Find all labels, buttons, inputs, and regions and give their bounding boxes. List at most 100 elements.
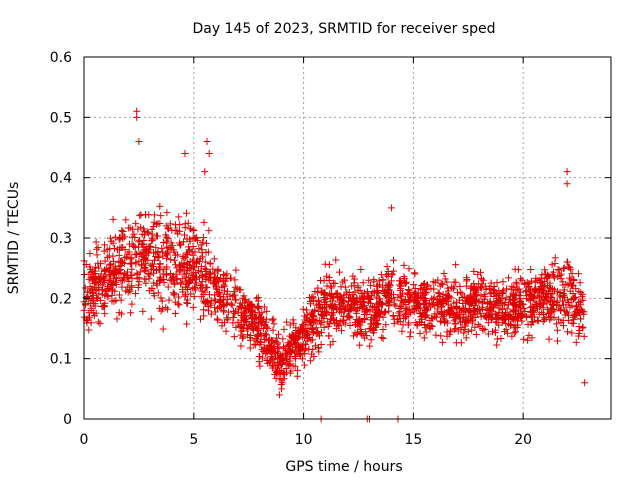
- data-point: [81, 284, 89, 292]
- data-point: [501, 315, 509, 323]
- data-point: [554, 265, 562, 273]
- data-point: [379, 325, 387, 333]
- data-point: [534, 316, 542, 324]
- data-point: [330, 315, 338, 323]
- axis-ticks: [83, 56, 611, 420]
- data-point: [187, 225, 195, 233]
- data-point: [329, 309, 337, 317]
- data-point: [422, 328, 430, 336]
- data-point: [91, 284, 99, 292]
- data-point: [126, 287, 134, 295]
- data-point: [470, 307, 478, 315]
- data-point: [418, 315, 426, 323]
- data-point: [359, 279, 367, 287]
- data-point: [154, 220, 162, 228]
- data-point: [274, 370, 282, 378]
- data-point: [429, 278, 437, 286]
- data-point: [526, 286, 534, 294]
- data-point: [377, 271, 385, 279]
- data-point: [397, 279, 405, 287]
- data-point: [133, 107, 141, 115]
- data-point: [247, 332, 255, 340]
- data-point: [551, 254, 559, 262]
- data-point: [432, 313, 440, 321]
- data-point: [292, 353, 300, 361]
- data-point: [189, 303, 197, 311]
- data-point: [181, 292, 189, 300]
- data-point: [332, 256, 340, 264]
- data-point: [351, 275, 359, 283]
- data-point: [156, 266, 164, 274]
- data-point: [214, 316, 222, 324]
- data-point: [428, 323, 436, 331]
- data-point: [180, 254, 188, 262]
- data-point: [260, 336, 268, 344]
- data-point: [437, 280, 445, 288]
- data-point: [458, 306, 466, 314]
- data-point: [503, 305, 511, 313]
- data-point: [204, 298, 212, 306]
- data-point: [296, 346, 304, 354]
- data-point: [540, 314, 548, 322]
- data-point: [182, 249, 190, 257]
- data-point: [149, 236, 157, 244]
- data-point: [570, 275, 578, 283]
- data-point: [163, 254, 171, 262]
- data-point: [280, 369, 288, 377]
- data-point: [560, 265, 568, 273]
- data-point: [127, 309, 135, 317]
- data-point: [477, 268, 485, 276]
- data-point: [443, 278, 451, 286]
- data-point: [181, 223, 189, 231]
- data-point: [255, 302, 263, 310]
- data-point: [333, 289, 341, 297]
- data-point: [479, 298, 487, 306]
- data-point: [516, 288, 524, 296]
- data-point: [411, 270, 419, 278]
- data-point: [541, 278, 549, 286]
- data-point: [315, 348, 323, 356]
- data-point: [352, 320, 360, 328]
- data-point: [561, 307, 569, 315]
- data-point: [517, 275, 525, 283]
- data-point: [410, 308, 418, 316]
- data-point: [556, 291, 564, 299]
- data-point: [464, 328, 472, 336]
- data-point: [133, 250, 141, 258]
- data-point: [548, 301, 556, 309]
- data-point: [511, 265, 519, 273]
- data-point: [325, 261, 333, 269]
- data-point: [377, 301, 385, 309]
- data-point: [110, 245, 118, 253]
- data-point: [501, 328, 509, 336]
- data-point: [236, 299, 244, 307]
- data-point: [494, 302, 502, 310]
- data-point: [405, 319, 413, 327]
- data-point: [183, 296, 191, 304]
- data-point: [579, 323, 587, 331]
- data-point: [280, 325, 288, 333]
- data-point: [258, 309, 266, 317]
- data-point: [291, 362, 299, 370]
- data-point: [124, 250, 132, 258]
- data-point: [491, 329, 499, 337]
- data-point: [99, 281, 107, 289]
- data-point: [202, 248, 210, 256]
- data-point: [104, 253, 112, 261]
- data-point: [228, 301, 236, 309]
- data-point: [175, 301, 183, 309]
- data-point: [505, 274, 513, 282]
- data-point: [149, 260, 157, 268]
- data-point: [265, 342, 273, 350]
- data-point: [485, 306, 493, 314]
- data-point: [217, 303, 225, 311]
- data-point: [108, 291, 116, 299]
- data-point: [166, 269, 174, 277]
- data-point: [499, 278, 507, 286]
- data-point: [201, 288, 209, 296]
- data-point: [443, 297, 451, 305]
- data-point: [421, 306, 429, 314]
- y-tick-label: 0: [63, 412, 72, 428]
- data-point: [299, 321, 307, 329]
- data-point: [196, 284, 204, 292]
